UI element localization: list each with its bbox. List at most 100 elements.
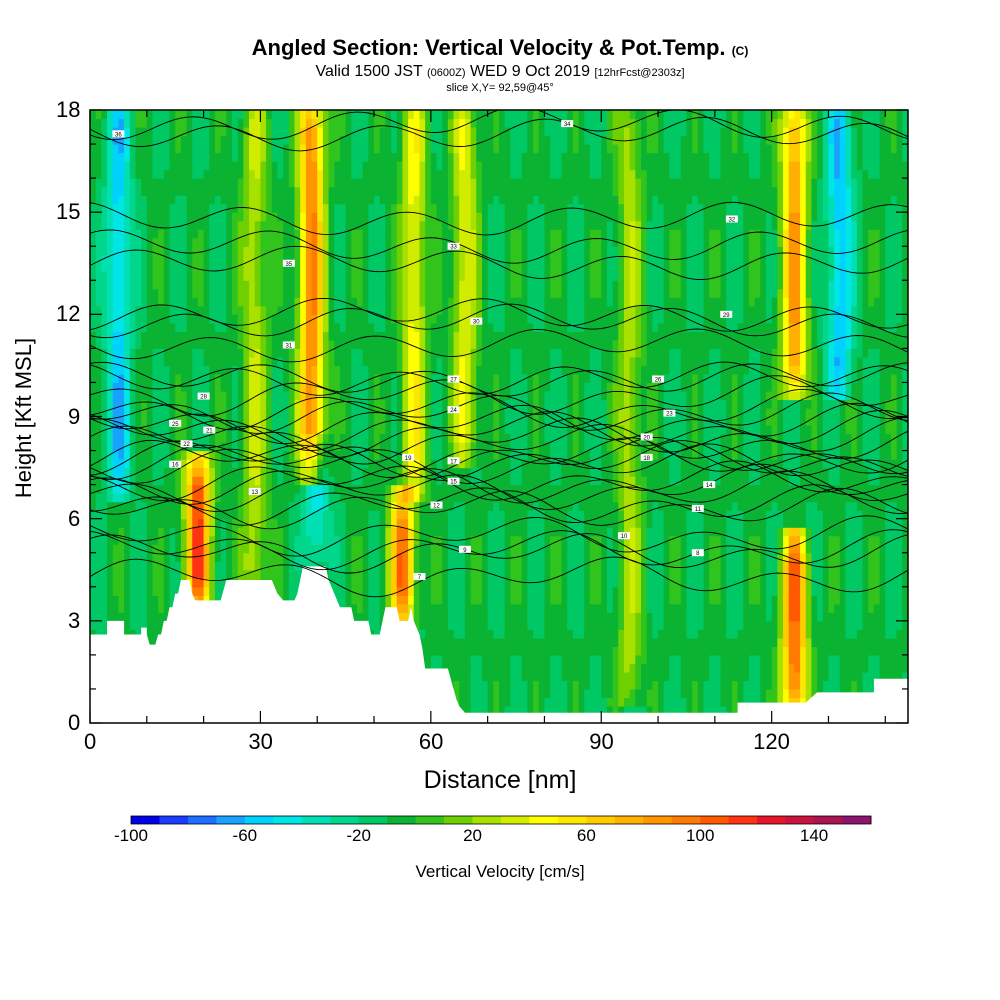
heat-cell <box>209 331 216 341</box>
heat-cell <box>408 561 415 571</box>
heat-cell <box>294 586 301 596</box>
heat-cell <box>254 263 262 273</box>
heat-cell <box>356 382 364 392</box>
heat-cell <box>169 169 176 179</box>
heat-cell <box>101 493 108 503</box>
heat-cell <box>447 620 455 630</box>
heat-cell <box>300 365 307 375</box>
heat-cell <box>209 169 216 179</box>
heat-cell <box>419 186 426 196</box>
heat-cell <box>379 569 386 579</box>
heat-cell <box>476 535 483 545</box>
heat-cell <box>385 135 392 145</box>
heat-cell <box>339 450 347 460</box>
heat-cell <box>345 510 352 520</box>
heat-cell <box>396 459 404 469</box>
heat-cell <box>158 484 165 494</box>
heat-cell <box>408 254 415 264</box>
heat-cell <box>419 280 426 290</box>
heat-cell <box>283 484 290 494</box>
heat-cell <box>368 433 375 443</box>
heat-cell <box>141 322 148 332</box>
heat-cell <box>112 280 120 290</box>
heat-cell <box>220 237 227 247</box>
heat-cell <box>90 544 97 554</box>
heat-cell <box>453 501 460 511</box>
heat-cell <box>169 348 176 358</box>
heat-cell <box>163 450 171 460</box>
heat-cell <box>311 365 318 375</box>
heat-cell <box>453 484 460 494</box>
heat-cell <box>112 459 120 469</box>
heat-cell <box>385 467 392 477</box>
heat-cell <box>146 569 154 579</box>
heat-cell <box>425 220 432 230</box>
heat-cell <box>180 280 188 290</box>
heat-cell <box>419 271 426 281</box>
heat-cell <box>175 356 182 367</box>
heat-cell <box>464 688 472 699</box>
heat-cell <box>351 578 358 588</box>
heat-cell <box>107 246 114 256</box>
heat-cell <box>283 382 290 392</box>
heat-cell <box>339 518 347 528</box>
heat-cell <box>163 373 171 384</box>
heat-cell <box>402 484 409 494</box>
heat-cell <box>368 348 375 358</box>
heat-cell <box>442 263 449 273</box>
heat-cell <box>322 365 330 375</box>
heat-cell <box>260 161 267 171</box>
heat-cell <box>391 195 398 205</box>
heat-cell <box>379 535 386 545</box>
heat-cell <box>152 535 159 545</box>
heat-cell <box>192 586 199 596</box>
heat-cell <box>402 203 409 213</box>
heat-cell <box>124 365 131 375</box>
heat-cell <box>374 501 381 511</box>
heat-cell <box>266 552 273 562</box>
heat-cell <box>249 450 256 460</box>
heat-cell <box>413 127 421 137</box>
heat-cell <box>345 348 352 358</box>
heat-cell <box>413 365 421 375</box>
heat-cell <box>107 229 114 239</box>
heat-cell <box>436 135 443 145</box>
heat-cell <box>328 322 335 332</box>
heat-cell <box>129 476 137 486</box>
heat-cell <box>311 229 318 239</box>
heat-cell <box>163 195 171 205</box>
heat-cell <box>459 195 466 205</box>
heat-cell <box>220 144 227 154</box>
heat-cell <box>334 280 341 290</box>
heat-cell <box>118 416 125 426</box>
heat-cell <box>237 365 244 375</box>
heat-cell <box>311 331 318 341</box>
heat-cell <box>152 169 159 179</box>
heat-cell <box>413 254 421 264</box>
heat-cell <box>453 195 460 205</box>
heat-cell <box>135 373 142 384</box>
heat-cell <box>447 271 455 281</box>
heat-cell <box>476 527 483 537</box>
heat-cell <box>345 501 352 511</box>
heat-cell <box>141 612 148 622</box>
heat-cell <box>374 476 381 486</box>
heat-cell <box>237 416 244 426</box>
heat-cell <box>209 220 216 230</box>
heat-cell <box>447 501 455 511</box>
heat-cell <box>339 322 347 332</box>
heat-cell <box>180 331 188 341</box>
heat-cell <box>430 510 438 520</box>
heat-cell <box>356 331 364 341</box>
heat-cell <box>419 390 426 401</box>
heat-cell <box>101 263 108 273</box>
heat-cell <box>175 144 182 154</box>
heat-cell <box>430 382 438 392</box>
heat-cell <box>288 203 296 213</box>
heat-cell <box>129 322 137 332</box>
heat-cell <box>470 425 477 435</box>
heat-cell <box>175 399 182 409</box>
heat-cell <box>300 280 307 290</box>
heat-cell <box>442 195 449 205</box>
heat-cell <box>339 110 347 120</box>
